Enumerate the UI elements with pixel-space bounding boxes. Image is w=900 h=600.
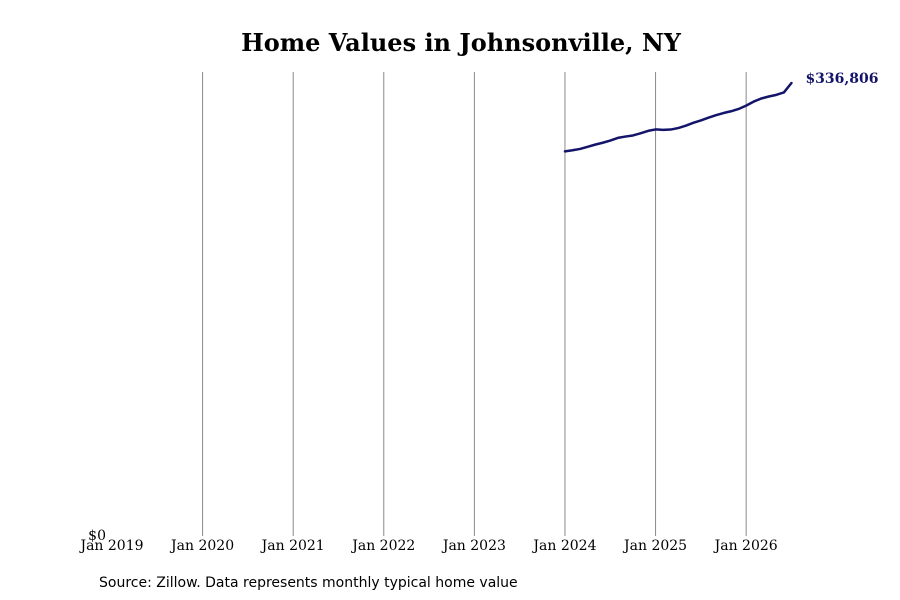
y-tick-label: $0 xyxy=(88,528,106,544)
gridlines xyxy=(202,72,747,536)
x-tick-label: Jan 2026 xyxy=(713,538,778,554)
x-tick-label: Jan 2021 xyxy=(260,538,325,554)
end-value-label: $336,806 xyxy=(805,71,878,87)
tick-labels: Jan 2019 Jan 2020 Jan 2021 Jan 2022 Jan 2023… xyxy=(78,528,777,554)
chart-title: Home Values in Johnsonville, NY xyxy=(241,28,682,57)
x-tick-label: Jan 2023 xyxy=(441,538,506,554)
source-note: Source: Zillow. Data represents monthly … xyxy=(99,575,518,591)
x-tick-label: Jan 2025 xyxy=(622,538,687,554)
series-line-path xyxy=(563,81,793,153)
x-tick-label: Jan 2019 xyxy=(78,538,143,554)
x-tick-label: Jan 2022 xyxy=(350,538,415,554)
x-tick-label: Jan 2024 xyxy=(531,538,596,554)
x-tick-label: Jan 2020 xyxy=(169,538,234,554)
series-line xyxy=(563,81,793,153)
